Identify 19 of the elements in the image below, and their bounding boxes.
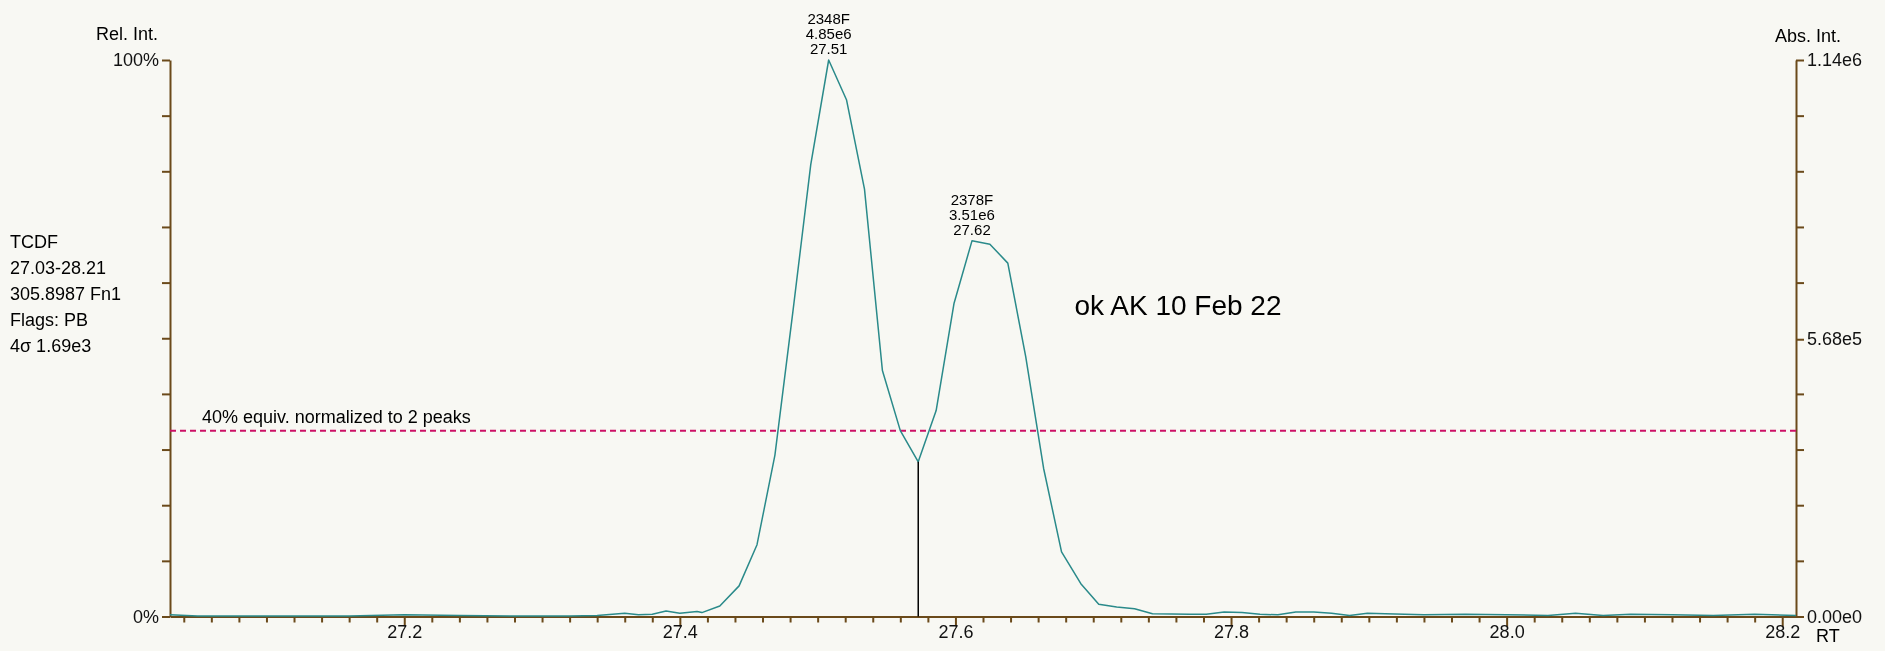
x-tick-label: 27.2 <box>387 622 423 643</box>
y2-axis-title: Abs. Int. <box>1774 26 1842 46</box>
y2-tick-label: 1.14e6 <box>1807 50 1863 71</box>
annotation: ok AK 10 Feb 22 <box>1074 290 1282 321</box>
y-tick-label: 0% <box>132 606 159 627</box>
annotation: 2348F 4.85e6 27.51 <box>805 10 852 57</box>
x-tick-label: 28.2 <box>1765 622 1801 643</box>
y-axis-title: Rel. Int. <box>95 24 158 44</box>
y2-tick-label: 5.68e5 <box>1807 329 1863 350</box>
x-tick-label: 28.0 <box>1489 622 1525 643</box>
x-tick-label: 27.8 <box>1214 622 1250 643</box>
x-tick-label: 27.4 <box>662 622 698 643</box>
text: TCDF 27.03-28.21 305.8987 Fn1 Flags: PB 4σ 1.69e3 <box>10 232 122 356</box>
y-tick-label: 100% <box>112 50 159 71</box>
x-tick-label: 27.6 <box>938 622 974 643</box>
ref-line-label: 40% equiv. normalized to 2 peaks <box>202 406 471 427</box>
x-axis-title: RT <box>1816 625 1840 646</box>
annotation: 2378F 3.51e6 27.62 <box>949 190 995 238</box>
y2-tick-label: 0.00e0 <box>1807 606 1863 627</box>
